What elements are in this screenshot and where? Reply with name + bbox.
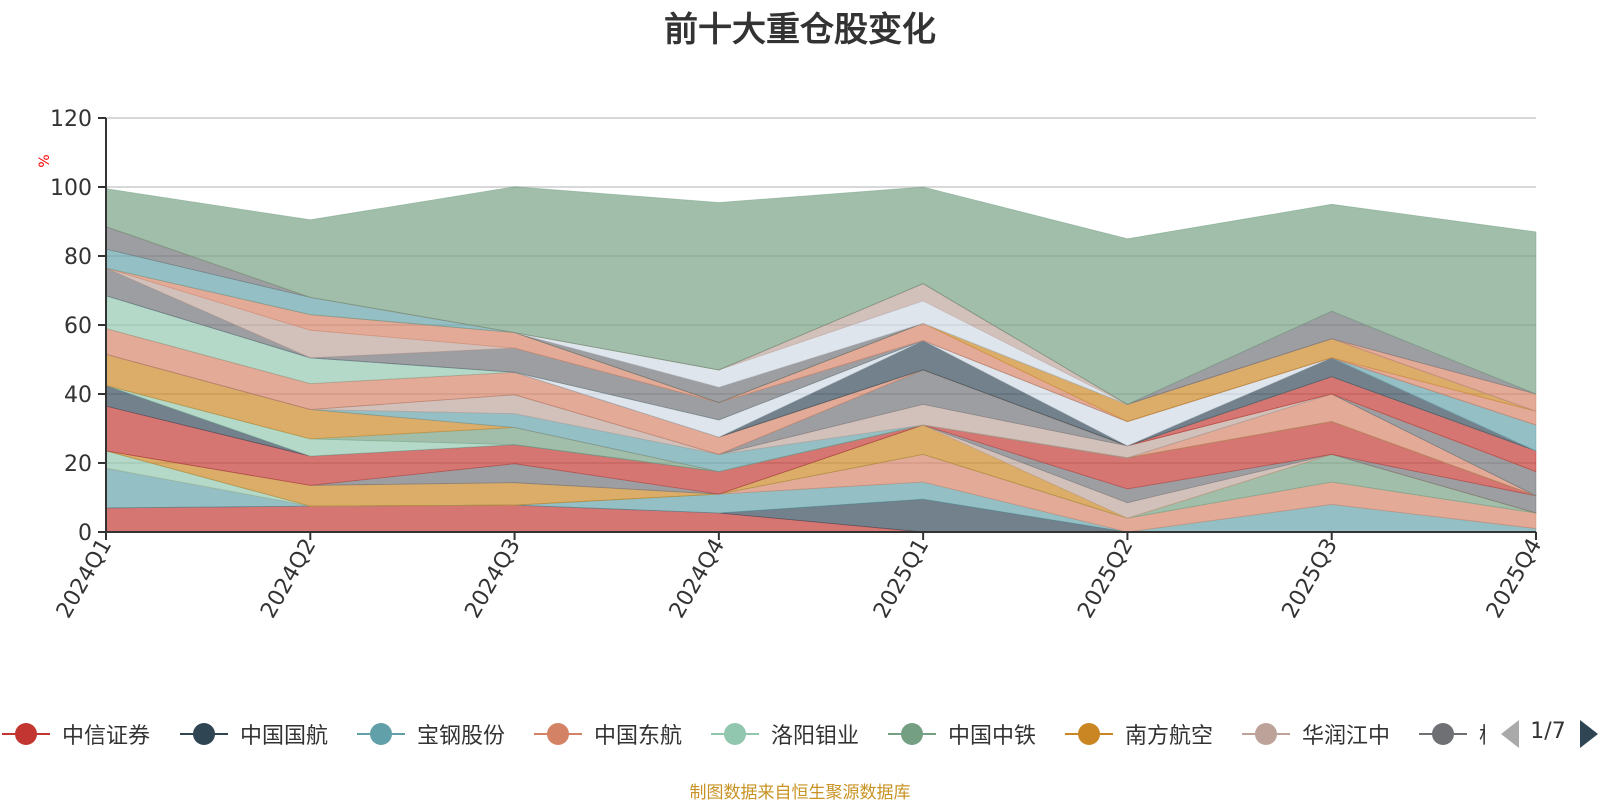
legend-marker-icon (1240, 722, 1292, 746)
legend-label: 南方航空 (1125, 724, 1214, 749)
y-tick-label-2: 40 (64, 383, 92, 408)
legend-marker-icon (1063, 722, 1115, 746)
legend-marker-icon (178, 722, 230, 746)
legend-marker-icon (1417, 722, 1469, 746)
y-tick-label-3: 60 (64, 314, 92, 339)
source-note: 制图数据来自恒生聚源数据库 (689, 783, 911, 803)
legend-item-杭州银行[interactable]: 杭州银行 (1417, 712, 1485, 756)
legend-item-宝钢股份[interactable]: 宝钢股份 (355, 712, 505, 756)
legend-label: 中国中铁 (948, 724, 1037, 749)
y-tick-label-1: 20 (64, 452, 92, 477)
x-tick-label-2025Q4: 2025Q4 (1482, 535, 1547, 623)
legend-item-中国国航[interactable]: 中国国航 (178, 712, 328, 756)
legend-label: 中国东航 (594, 724, 683, 749)
legend-marker-icon (532, 722, 584, 746)
y-axis-unit: % (37, 154, 53, 167)
area-series-其他[interactable] (105, 186, 1537, 405)
legend-label: 中国国航 (240, 724, 329, 749)
legend-item-华润江中[interactable]: 华润江中 (1240, 712, 1390, 756)
legend-label: 杭州银行 (1479, 718, 1485, 750)
x-tick-label-2024Q2: 2024Q2 (256, 535, 321, 623)
legend-item-中信证券[interactable]: 中信证券 (0, 712, 150, 756)
x-tick-label-2025Q1: 2025Q1 (869, 535, 934, 623)
legend-next-page-icon[interactable] (1580, 720, 1598, 748)
y-tick-label-4: 80 (64, 245, 92, 270)
chart-title: 前十大重仓股变化 (664, 10, 936, 50)
x-tick-label-2024Q4: 2024Q4 (665, 535, 730, 623)
legend-page-indicator: 1/7 (1530, 719, 1566, 744)
y-tick-label-6: 120 (50, 107, 92, 132)
area-series-layer (105, 186, 1537, 533)
legend-marker-icon (886, 722, 938, 746)
legend-item-南方航空[interactable]: 南方航空 (1063, 712, 1213, 756)
y-tick-label-0: 0 (78, 521, 92, 546)
x-tick-label-2025Q2: 2025Q2 (1073, 535, 1138, 623)
legend-label: 洛阳钼业 (771, 724, 860, 749)
legend-marker-icon (709, 722, 761, 746)
x-axis-ticks: 2024Q1 2024Q2 2024Q3 2024Q4 2025Q1 2025Q2 2025… (52, 532, 1547, 623)
legend-item-中国东航[interactable]: 中国东航 (532, 712, 682, 756)
legend-label: 中信证券 (62, 724, 151, 749)
x-tick-label-2024Q1: 2024Q1 (52, 535, 117, 623)
legend-prev-page-icon[interactable] (1501, 720, 1519, 748)
y-tick-label-5: 100 (50, 176, 92, 201)
stacked-area-chart: 0 20 40 60 80 100 120 2024Q1 2024Q2 2024Q3 2024Q4… (37, 107, 1547, 623)
legend: 中信证券 中国国航 宝钢股份 中国东航 洛阳钼业 中国中铁 南方航空 华润江中 杭州银行 (0, 712, 1485, 756)
legend-label: 宝钢股份 (417, 724, 506, 749)
legend-item-洛阳钼业[interactable]: 洛阳钼业 (709, 712, 859, 756)
legend-marker-icon (355, 722, 407, 746)
legend-marker-icon (0, 722, 52, 746)
legend-label: 华润江中 (1302, 724, 1391, 749)
legend-item-中国中铁[interactable]: 中国中铁 (886, 712, 1036, 756)
x-tick-label-2025Q3: 2025Q3 (1278, 535, 1343, 623)
legend-pager: 1/7 (1498, 714, 1600, 754)
x-tick-label-2024Q3: 2024Q3 (460, 535, 525, 623)
y-axis-ticks: 0 20 40 60 80 100 120 (50, 107, 106, 546)
